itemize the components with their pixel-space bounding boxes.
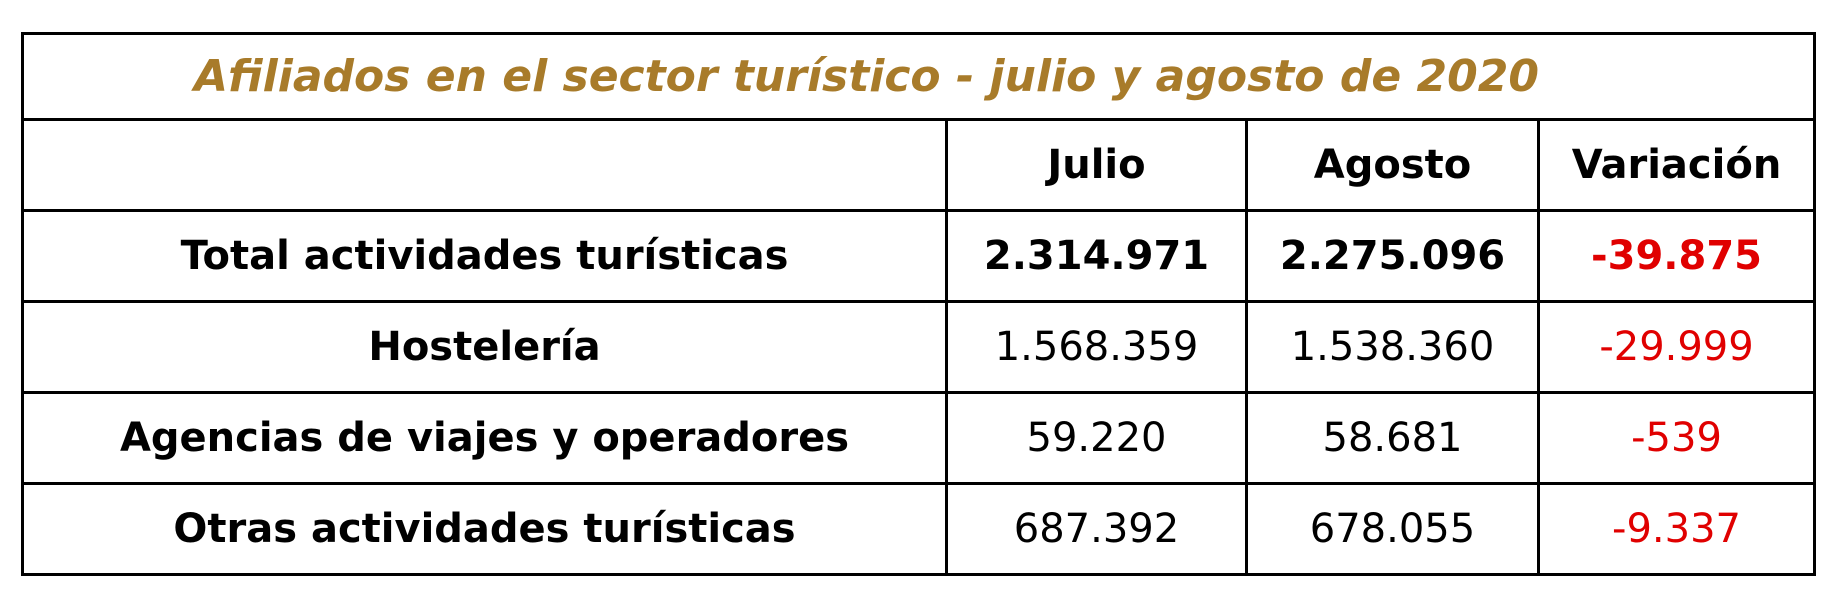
variation-cell: -539 [1536, 391, 1817, 485]
value-cell: 678.055 [1245, 482, 1540, 576]
header-cell [21, 118, 948, 212]
header-cell: Agosto [1245, 118, 1540, 212]
table-body: Afiliados en el sector turístico - julio… [20, 32, 1817, 576]
variation-cell: -39.875 [1536, 209, 1817, 303]
data-row: Agencias de viajes y operadores 59.220 58.… [21, 391, 1817, 485]
variation-cell: -9.337 [1536, 482, 1817, 576]
value-cell: 1.538.360 [1245, 300, 1540, 394]
variation-cell: -29.999 [1536, 300, 1817, 394]
data-row: Total actividades turísticas 2.314.971 2.2… [21, 209, 1817, 303]
value-cell: 1.568.359 [945, 300, 1248, 394]
title-row: Afiliados en el sector turístico - julio… [20, 32, 1817, 121]
value-cell: 59.220 [945, 391, 1248, 485]
data-row: Otras actividades turísticas 687.392 678.0… [21, 482, 1817, 576]
data-table: Afiliados en el sector turístico - julio… [20, 32, 1817, 576]
row-label: Otras actividades turísticas [21, 482, 948, 576]
table-title: Afiliados en el sector turístico - julio… [20, 32, 1817, 121]
row-label: Hostelería [21, 300, 948, 394]
value-cell: 2.314.971 [945, 209, 1248, 303]
header-row: Julio Agosto Variación [21, 118, 1817, 212]
data-row: Hostelería 1.568.359 1.538.360 -29.999 [21, 300, 1817, 394]
value-cell: 687.392 [945, 482, 1248, 576]
value-cell: 58.681 [1245, 391, 1540, 485]
value-cell: 2.275.096 [1245, 209, 1540, 303]
header-cell: Julio [945, 118, 1248, 212]
row-label: Agencias de viajes y operadores [21, 391, 948, 485]
header-cell: Variación [1536, 118, 1817, 212]
row-label: Total actividades turísticas [21, 209, 948, 303]
